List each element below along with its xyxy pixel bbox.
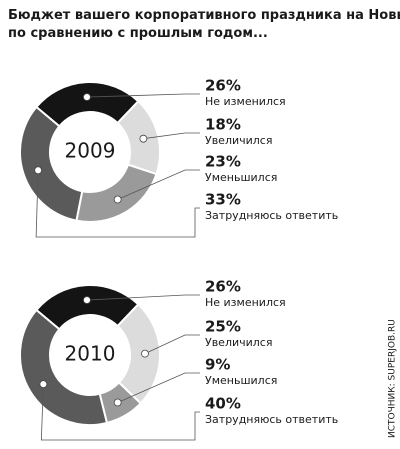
- leader-line: [117, 169, 200, 200]
- category-label: Не изменился: [205, 95, 286, 108]
- value-label: 33%: [205, 191, 241, 209]
- leader-line: [86, 294, 200, 301]
- category-label: Уменьшился: [205, 374, 277, 387]
- value-label: 9%: [205, 356, 230, 374]
- category-label: Затрудняюсь ответить: [205, 209, 338, 222]
- leader-line: [40, 384, 200, 441]
- leader-dot: [39, 380, 48, 389]
- leader-line: [143, 132, 200, 140]
- value-label: 18%: [205, 116, 241, 134]
- leader-dot: [139, 134, 148, 143]
- category-label: Не изменился: [205, 296, 286, 309]
- leader-dot: [113, 195, 122, 204]
- category-label: Уменьшился: [205, 171, 277, 184]
- leader-dot: [34, 166, 43, 175]
- source: ИСТОЧНИК: SUPERJOB.RU: [388, 319, 398, 438]
- leader-line: [35, 170, 200, 238]
- donut-segment: [75, 163, 158, 223]
- leader-line: [144, 334, 200, 355]
- chart-title: Бюджет вашего корпоративного праздника н…: [8, 8, 400, 41]
- category-label: Затрудняюсь ответить: [205, 413, 338, 426]
- leader-dot: [83, 93, 91, 101]
- center-label: 2009: [65, 139, 116, 163]
- leader-line: [117, 372, 200, 403]
- leader-line: [86, 93, 200, 98]
- category-label: Увеличился: [205, 336, 272, 349]
- value-label: 26%: [205, 77, 241, 95]
- center-label: 2010: [65, 342, 116, 366]
- value-label: 26%: [205, 278, 241, 296]
- value-label: 25%: [205, 318, 241, 336]
- donut-segment: [19, 308, 109, 426]
- leader-dot: [113, 398, 122, 407]
- value-label: 40%: [205, 395, 241, 413]
- value-label: 23%: [205, 153, 241, 171]
- leader-dot: [141, 349, 149, 358]
- leader-dot: [83, 296, 91, 304]
- donut-segment: [19, 105, 84, 222]
- category-label: Увеличился: [205, 134, 272, 147]
